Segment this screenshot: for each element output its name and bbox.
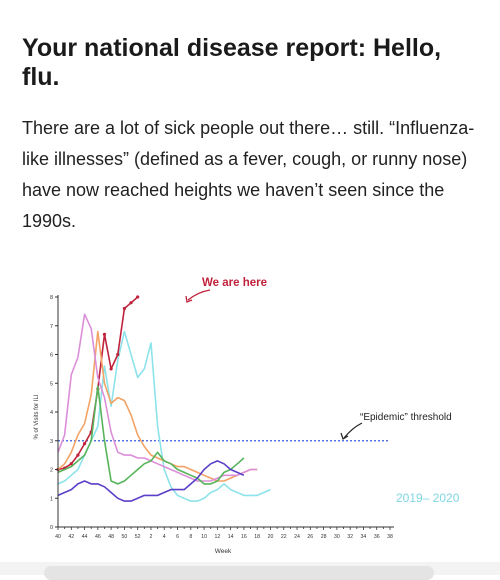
x-tick-label: 34: [361, 534, 367, 540]
season-label: 2019– 2020: [396, 491, 460, 505]
we-are-here-label: We are here: [202, 277, 267, 289]
x-tick-label: 36: [374, 534, 380, 540]
x-tick-label: 6: [176, 534, 179, 540]
epidemic-threshold-label: “Epidemic” threshold: [360, 412, 452, 423]
x-tick-label: 14: [228, 534, 234, 540]
series-line-3: [57, 313, 258, 482]
series-line-4: [57, 385, 245, 485]
y-tick-label: 7: [50, 324, 53, 330]
y-tick-label: 1: [50, 496, 53, 502]
x-tick-label: 2: [150, 534, 153, 540]
series-line-5: [57, 460, 245, 502]
we-are-here-arrow-icon: [187, 289, 211, 301]
we-are-here-arrowhead-icon: [185, 295, 193, 303]
data-point: [69, 462, 73, 466]
data-point: [136, 295, 140, 299]
data-point: [76, 453, 80, 457]
y-tick-label: 5: [50, 381, 53, 387]
x-tick-label: 52: [135, 534, 141, 540]
x-tick-label: 22: [281, 534, 287, 540]
y-tick-label: 8: [50, 295, 53, 301]
x-tick-label: 26: [307, 534, 313, 540]
toolbar-pill-left[interactable]: [44, 566, 434, 580]
series-line-0: [57, 330, 271, 502]
x-tick-label: 12: [214, 534, 220, 540]
series-line-2: [57, 330, 258, 482]
data-point: [129, 301, 133, 305]
x-tick-label: 20: [268, 534, 274, 540]
data-point: [109, 367, 113, 371]
x-tick-label: 24: [294, 534, 300, 540]
data-point: [116, 352, 120, 357]
x-tick-label: 44: [82, 534, 88, 540]
x-tick-label: 38: [387, 534, 393, 540]
y-tick-label: 3: [50, 439, 53, 445]
x-tick-label: 18: [254, 534, 260, 540]
threshold-arrowhead-icon: [340, 432, 349, 440]
y-tick-label: 0: [50, 525, 53, 531]
x-tick-label: 48: [108, 534, 114, 540]
x-tick-label: 4: [163, 534, 166, 540]
y-tick-label: 2: [50, 468, 53, 474]
article-title: Your national disease report: Hello, flu…: [22, 34, 442, 91]
article-body: There are a lot of sick people out there…: [22, 118, 475, 231]
threshold-arrow-icon: [343, 422, 363, 439]
x-tick-label: 46: [95, 534, 101, 540]
x-tick-label: 8: [189, 534, 192, 540]
x-tick-label: 30: [334, 534, 340, 540]
x-tick-label: 40: [55, 534, 61, 540]
x-axis-label: Week: [215, 548, 232, 555]
data-point: [102, 332, 107, 336]
x-tick-label: 10: [201, 534, 207, 540]
browser-bottom-bar: [0, 562, 500, 580]
y-axis-label: % of Visits for ILI: [34, 394, 40, 439]
data-point: [82, 442, 87, 446]
x-tick-label: 28: [321, 534, 327, 540]
x-tick-label: 50: [122, 534, 128, 540]
y-tick-label: 6: [50, 353, 53, 359]
x-tick-label: 42: [68, 534, 74, 540]
data-point: [122, 306, 126, 311]
y-tick-label: 4: [50, 410, 53, 416]
x-tick-label: 32: [347, 534, 353, 540]
x-tick-label: 16: [241, 534, 247, 540]
